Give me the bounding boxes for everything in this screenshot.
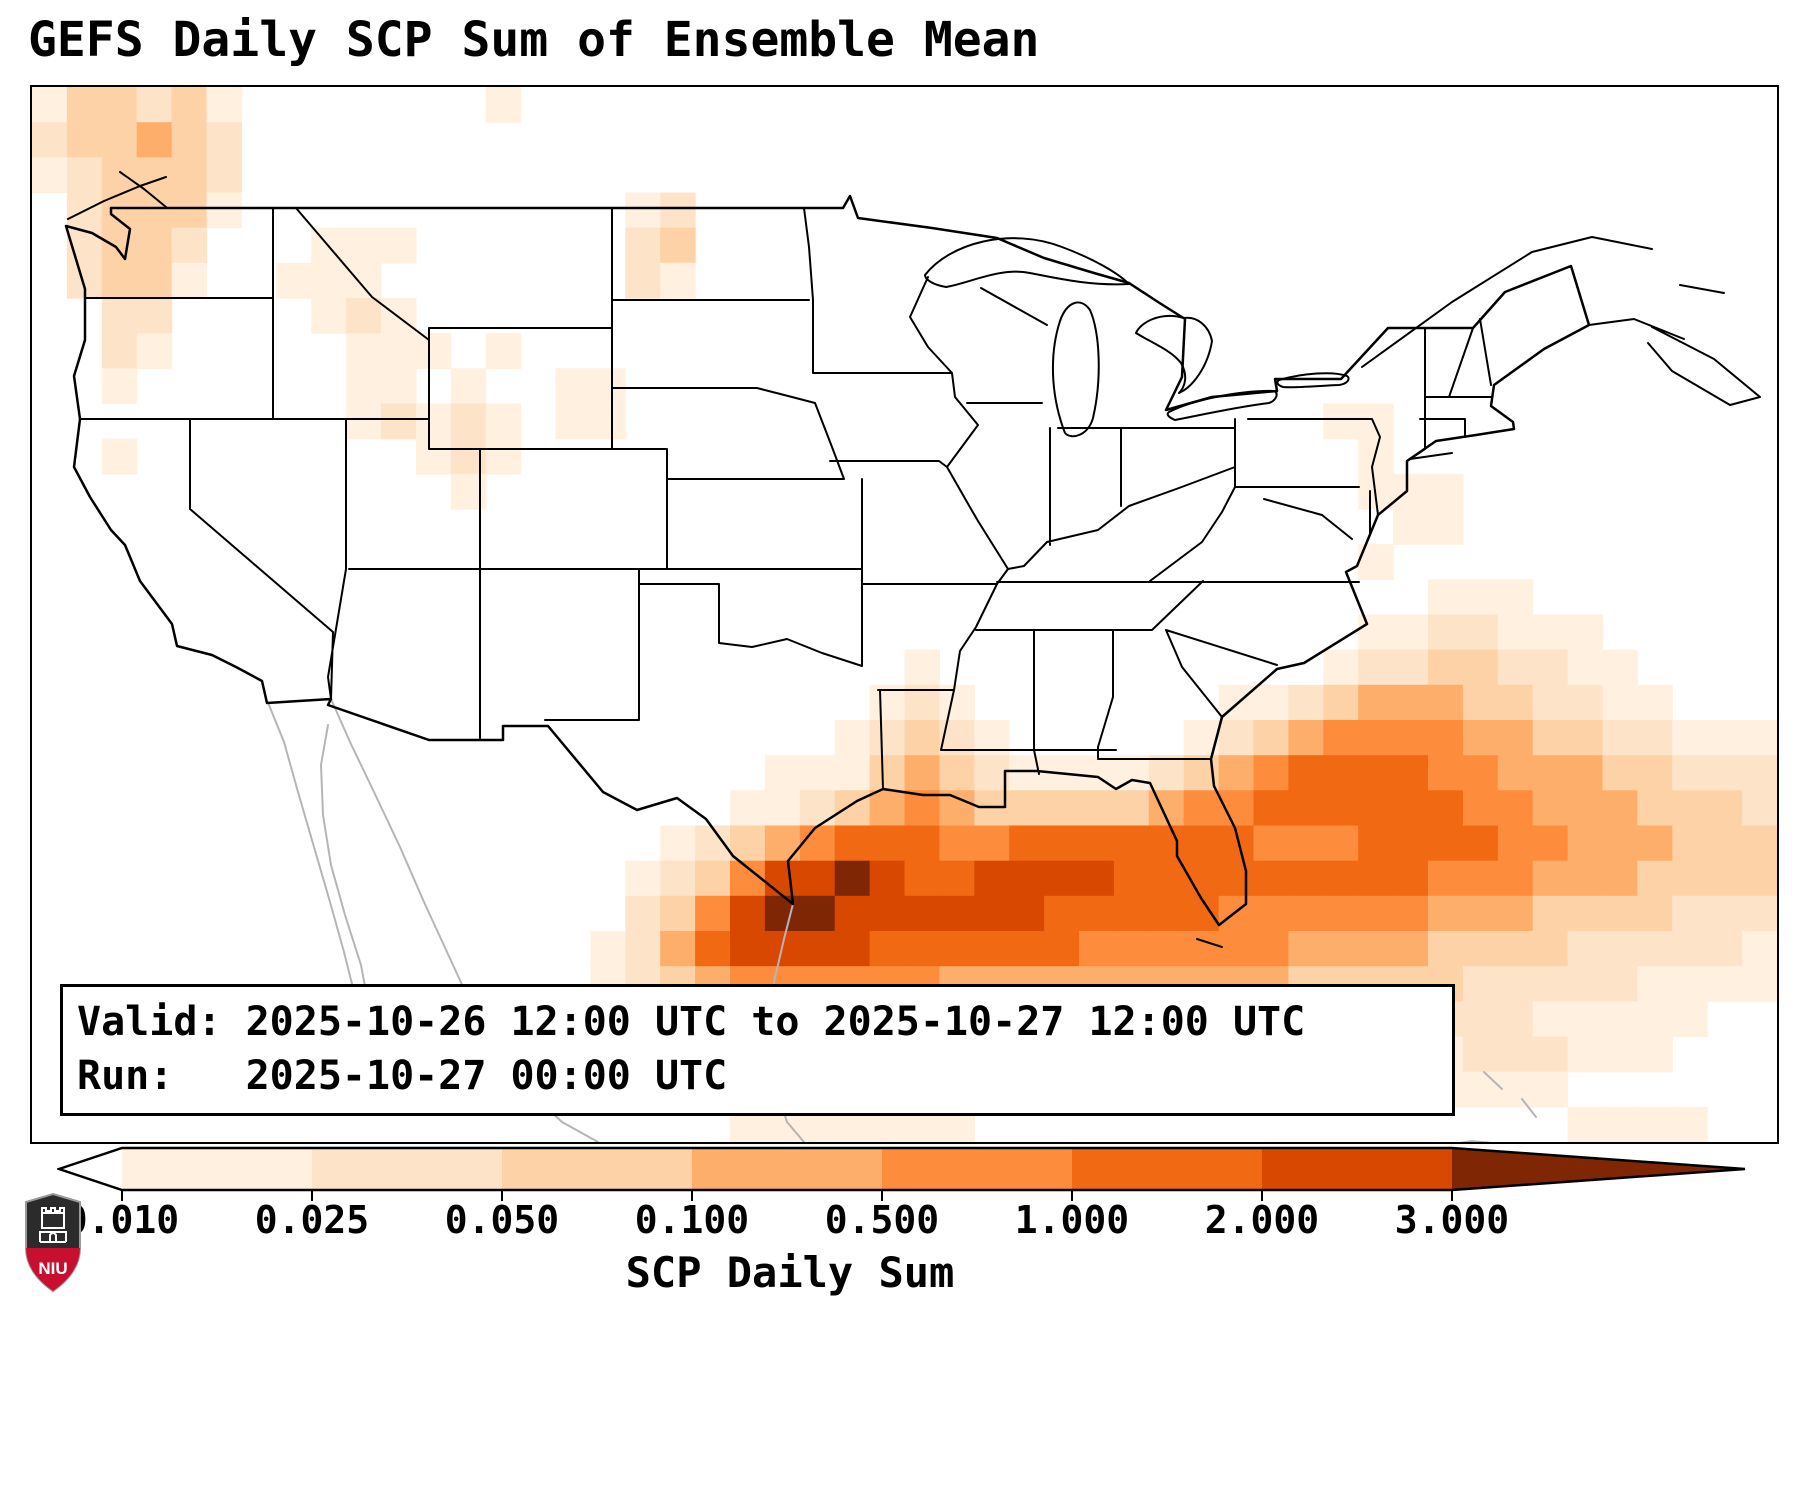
chart-title: GEFS Daily SCP Sum of Ensemble Mean [28,12,1040,68]
colorbar [57,1146,1746,1201]
tick-label: 0.100 [634,1198,750,1242]
niu-red-band [26,1248,80,1291]
canada-coastlines [67,171,1761,406]
us-national-outline [64,194,1591,927]
niu-logo-text: NIU [38,1259,67,1278]
tick-label: 0.010 [64,1198,180,1242]
tick-label: 0.050 [444,1198,560,1242]
niu-logo: NIU [25,1192,81,1293]
map-frame: Valid: 2025-10-26 12:00 UTC to 2025-10-2… [30,85,1779,1144]
colorbar-label: SCP Daily Sum [625,1248,955,1297]
tick-label: 0.025 [254,1198,370,1242]
state-boundaries [79,207,1492,948]
tick-label: 2.000 [1204,1198,1320,1242]
tick-label: 3.000 [1394,1198,1510,1242]
tick-label: 1.000 [1014,1198,1130,1242]
run-line: Run: 2025-10-27 00:00 UTC [77,1053,728,1099]
castle-icon [39,1207,67,1243]
valid-line: Valid: 2025-10-26 12:00 UTC to 2025-10-2… [77,999,1306,1045]
info-box: Valid: 2025-10-26 12:00 UTC to 2025-10-2… [60,984,1455,1116]
great-lakes [924,237,1350,438]
tick-label: 0.500 [824,1198,940,1242]
